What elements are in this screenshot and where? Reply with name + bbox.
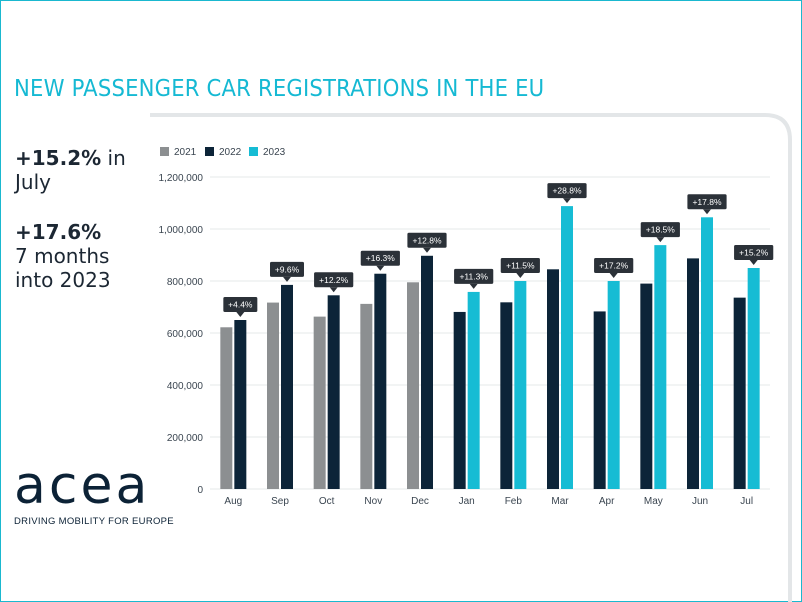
bar-2023-May: [654, 245, 667, 489]
growth-badge-label: +4.4%: [228, 300, 253, 310]
growth-badge-label: +11.3%: [459, 271, 488, 281]
growth-badge-bg: [454, 268, 494, 284]
y-tick-label: 200,000: [167, 433, 204, 444]
x-tick-label: Dec: [411, 496, 429, 507]
growth-badge-bg: [547, 183, 587, 199]
legend-label-2023: 2023: [263, 147, 286, 158]
bar-2022-Jan: [453, 311, 466, 489]
y-tick-label: 1,200,000: [159, 173, 204, 184]
growth-badge-label: +18.5%: [646, 225, 676, 235]
bar-2022-Mar: [547, 269, 559, 489]
bar-2022-Apr: [593, 311, 606, 489]
highlight-ytd: +17.6% 7 months into 2023: [15, 220, 111, 292]
growth-badge-bg: [407, 232, 447, 248]
bar-2023-Jun: [701, 217, 713, 490]
highlight-july-suffix: in: [101, 146, 126, 170]
x-tick-label: Jan: [459, 496, 475, 507]
growth-badge-bg: [500, 258, 540, 273]
legend-label-2022: 2022: [219, 147, 242, 158]
bar-2023-Jan: [467, 291, 480, 489]
legend-swatch-2022: [205, 147, 214, 156]
growth-badge-label: +17.8%: [692, 197, 722, 207]
growth-badge-pointer: [236, 312, 245, 317]
growth-badge-label: +16.3%: [366, 253, 396, 263]
x-tick-label: Jul: [740, 496, 753, 507]
bar-2021-Sep: [267, 302, 279, 489]
highlight-ytd-value: +17.6%: [15, 220, 102, 244]
x-tick-label: Nov: [364, 496, 382, 507]
highlight-ytd-label-1: 7 months: [15, 244, 110, 268]
growth-badge-pointer: [283, 276, 291, 282]
growth-badge-pointer: [376, 265, 385, 271]
growth-badge-bg: [640, 222, 680, 238]
growth-badge-pointer: [563, 198, 571, 204]
growth-badge-label: +11.5%: [506, 261, 535, 271]
bar-2022-Dec: [421, 255, 433, 489]
x-tick-label: Oct: [319, 496, 335, 507]
bar-2021-Aug: [220, 327, 233, 489]
bar-2021-Oct: [313, 316, 326, 489]
acea-logo: acea DRIVING MOBILITY FOR EUROPE: [14, 458, 174, 527]
bar-2022-Feb: [500, 302, 513, 489]
growth-badge-pointer: [329, 287, 338, 293]
growth-badge-bg: [223, 297, 258, 312]
growth-badge-pointer: [703, 209, 711, 215]
y-tick-label: 800,000: [167, 277, 204, 288]
highlight-ytd-label-2: into 2023: [15, 268, 111, 292]
bar-2022-Jul: [733, 297, 746, 489]
bar-2021-Nov: [360, 303, 373, 489]
bar-2021-Dec: [407, 282, 419, 489]
growth-badge-label: +9.6%: [275, 264, 300, 274]
growth-badge-pointer: [749, 260, 758, 265]
x-tick-label: Mar: [551, 496, 569, 507]
bar-2023-Feb: [514, 281, 527, 489]
bar-2023-Apr: [607, 281, 620, 489]
growth-badge-pointer: [469, 283, 478, 289]
growth-badge-pointer: [656, 237, 665, 243]
growth-badge-label: +12.2%: [319, 275, 349, 285]
highlight-july-label: July: [15, 170, 51, 194]
growth-badge-label: +12.8%: [412, 235, 442, 245]
growth-badge-bg: [314, 272, 354, 288]
x-tick-label: Apr: [599, 496, 615, 507]
bar-2022-Oct: [327, 295, 340, 489]
growth-badge-bg: [687, 194, 727, 210]
legend-swatch-2021: [160, 147, 169, 156]
page-title: NEW PASSENGER CAR REGISTRATIONS IN THE E…: [14, 76, 545, 102]
logo-wordmark: acea: [14, 456, 151, 516]
x-tick-label: May: [644, 496, 663, 507]
bar-2022-Jun: [687, 258, 699, 489]
highlight-july-value: +15.2%: [15, 146, 102, 170]
bar-2022-Nov: [374, 273, 387, 489]
growth-badge-pointer: [609, 273, 618, 278]
bar-2023-Mar: [561, 206, 573, 489]
growth-badge-pointer: [423, 247, 431, 253]
x-tick-label: Feb: [505, 496, 523, 507]
y-tick-label: 0: [197, 485, 203, 496]
growth-badge-bg: [594, 258, 634, 273]
y-tick-label: 600,000: [167, 329, 204, 340]
y-tick-label: 1,000,000: [159, 225, 204, 236]
bar-2022-Aug: [234, 320, 247, 489]
legend-label-2021: 2021: [174, 147, 197, 158]
growth-badge-label: +17.2%: [599, 261, 629, 271]
highlight-july: +15.2% in July: [15, 146, 126, 194]
y-tick-label: 400,000: [167, 381, 204, 392]
growth-badge-bg: [734, 245, 774, 260]
bar-2022-May: [640, 283, 653, 489]
bar-2023-Jul: [747, 268, 760, 489]
growth-badge-bg: [360, 250, 400, 266]
growth-badge-label: +15.2%: [739, 248, 769, 258]
logo-tagline: DRIVING MOBILITY FOR EUROPE: [14, 516, 174, 527]
growth-badge-pointer: [516, 273, 525, 278]
x-tick-label: Sep: [271, 496, 289, 507]
growth-badge-label: +28.8%: [552, 186, 582, 196]
x-tick-label: Jun: [692, 496, 708, 507]
bar-2022-Sep: [281, 284, 293, 489]
legend-swatch-2023: [249, 147, 258, 156]
growth-badge-bg: [270, 261, 304, 277]
x-tick-label: Aug: [224, 496, 242, 507]
